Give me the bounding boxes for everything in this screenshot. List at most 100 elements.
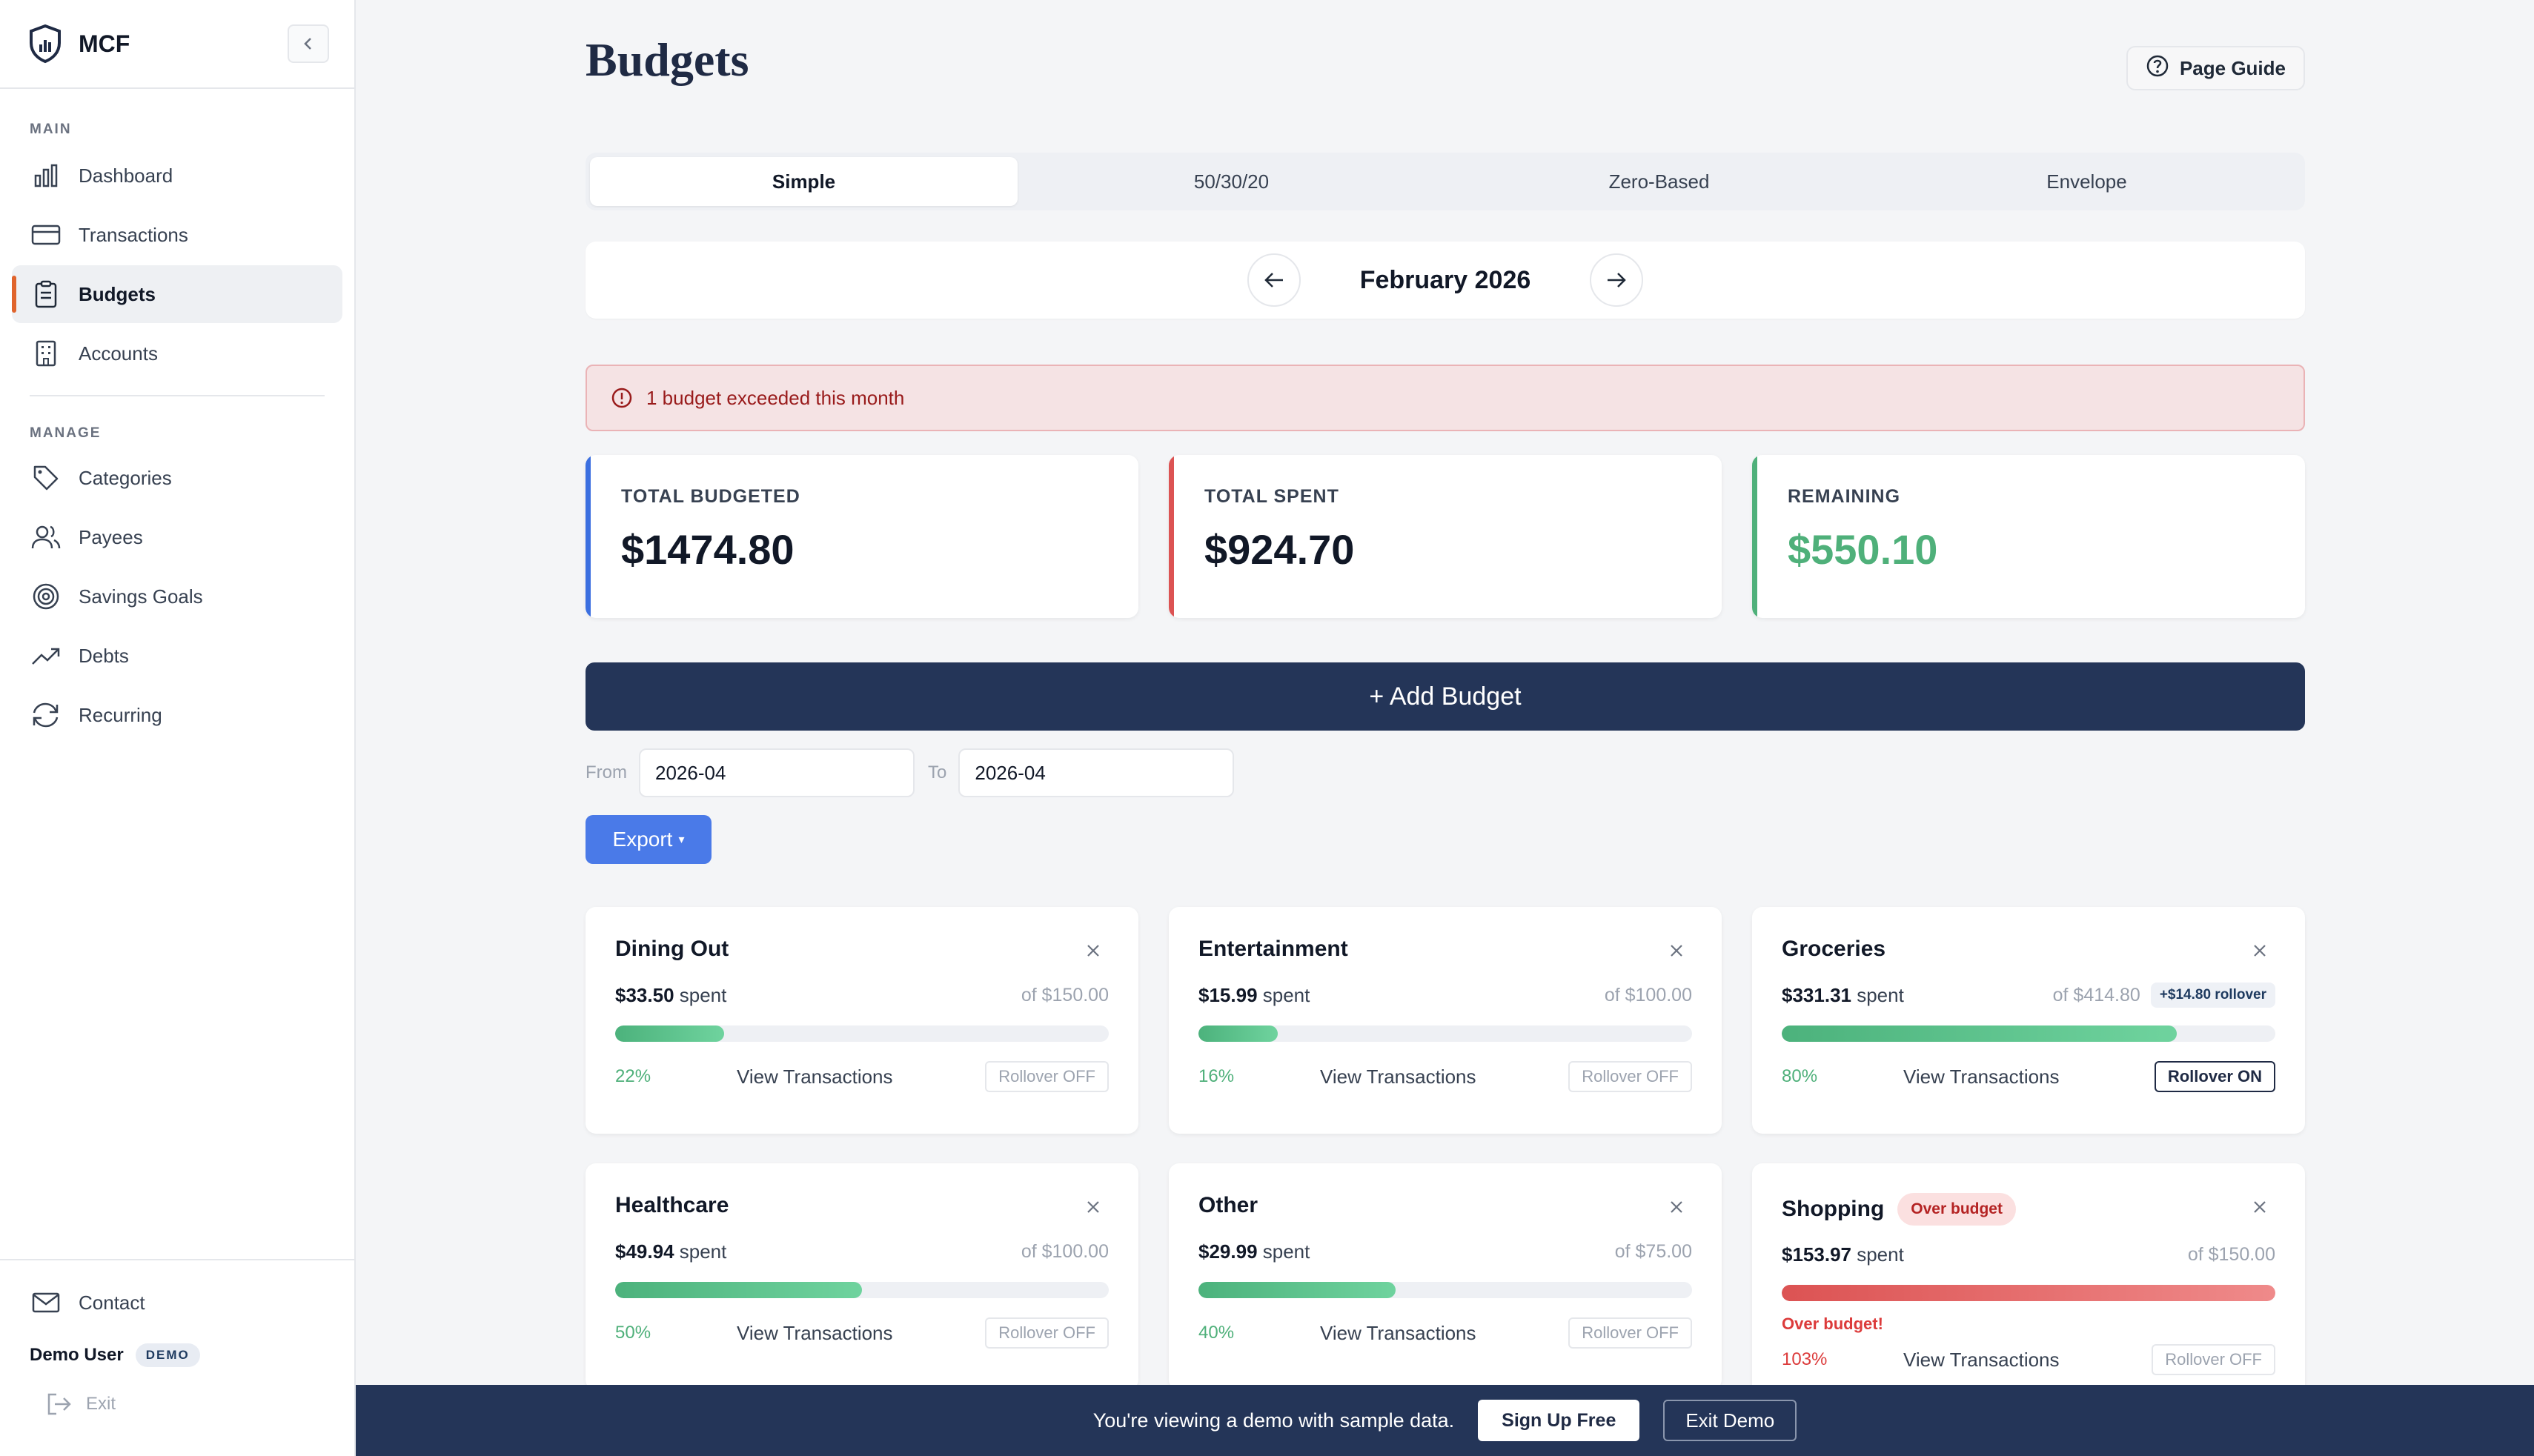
sidebar-item-categories[interactable]: Categories [12,449,342,507]
bar-chart-icon [30,159,62,192]
rollover-toggle[interactable]: Rollover OFF [1568,1061,1692,1092]
exit-demo-button[interactable]: Exit Demo [1663,1400,1797,1441]
sidebar: MCF MAIN Dashboard Transactions Budgets … [0,0,356,1456]
budget-card-groceries: Groceries $331.31 spent of $414.80 +$14.8… [1752,907,2305,1134]
close-icon [1087,945,1099,957]
budget-card-dining-out: Dining Out $33.50 spent of $150.00 22% V… [586,907,1138,1134]
to-month-input[interactable] [958,748,1235,797]
user-name: Demo User [30,1345,124,1365]
delete-budget-button[interactable] [2252,1199,2268,1219]
sidebar-item-transactions[interactable]: Transactions [12,206,342,264]
to-label: To [928,762,947,782]
view-transactions-link[interactable]: View Transactions [1903,1348,2060,1371]
sidebar-item-label: Savings Goals [79,585,203,608]
alert-circle-icon [611,388,632,408]
sidebar-item-label: Debts [79,644,129,667]
stat-total-spent: TOTAL SPENT $924.70 [1169,455,1722,618]
budget-limit: of $414.80 [2052,984,2140,1005]
rollover-amount-tag: +$14.80 rollover [2150,983,2275,1008]
month-navigator: February 2026 [586,242,2305,319]
export-button[interactable]: Export ▾ [586,815,712,864]
sidebar-item-label: Payees [79,525,143,548]
progress-fill [615,1025,724,1042]
from-month-input[interactable] [639,748,915,797]
building-icon [30,337,62,370]
stat-value: $1474.80 [621,526,795,573]
previous-month-button[interactable] [1247,253,1301,307]
page-title: Budgets [586,33,749,86]
progress-fill [1782,1025,2177,1042]
delete-budget-button[interactable] [1085,943,1101,963]
stat-value: $550.10 [1788,526,1938,573]
rollover-toggle[interactable]: Rollover OFF [2152,1344,2275,1375]
demo-badge: DEMO [135,1343,200,1367]
delete-budget-button[interactable] [1085,1199,1101,1219]
sidebar-item-savings-goals[interactable]: Savings Goals [12,568,342,625]
percent-used: 80% [1782,1066,1818,1086]
add-budget-button[interactable]: + Add Budget [586,662,2305,731]
sidebar-item-label: Categories [79,466,172,489]
sidebar-item-label: Budgets [79,282,156,305]
tab-envelope[interactable]: Envelope [2046,170,2127,193]
stat-label: TOTAL BUDGETED [621,486,800,507]
stat-label: TOTAL SPENT [1204,486,1339,507]
clipboard-icon [30,278,62,310]
target-icon [30,580,62,613]
delete-budget-button[interactable] [1668,1199,1685,1219]
over-budget-badge: Over budget [1897,1193,2016,1226]
percent-used: 16% [1198,1066,1235,1086]
view-transactions-link[interactable]: View Transactions [1320,1065,1476,1088]
budget-limit: of $75.00 [1614,1240,1692,1262]
view-transactions-link[interactable]: View Transactions [1320,1321,1476,1344]
tab-simple[interactable]: Simple [590,157,1018,206]
budget-name: Dining Out [615,937,729,961]
delete-budget-button[interactable] [2252,943,2268,963]
budget-limit: of $150.00 [2187,1243,2275,1265]
credit-card-icon [30,219,62,251]
page-guide-button[interactable]: Page Guide [2126,46,2305,90]
progress-fill [1782,1285,2275,1301]
spent-amount: $29.99 [1198,1240,1258,1263]
close-icon [1671,1201,1682,1213]
rollover-toggle[interactable]: Rollover OFF [1568,1317,1692,1349]
progress-bar [1782,1025,2275,1042]
view-transactions-link[interactable]: View Transactions [737,1065,893,1088]
sign-up-free-button[interactable]: Sign Up Free [1478,1400,1640,1441]
stat-label: REMAINING [1788,486,1901,507]
sidebar-item-accounts[interactable]: Accounts [12,325,342,382]
sidebar-item-budgets[interactable]: Budgets [12,265,342,323]
tag-icon [30,462,62,494]
section-manage-label: MANAGE [30,425,102,441]
collapse-sidebar-button[interactable] [288,24,329,63]
view-transactions-link[interactable]: View Transactions [737,1321,893,1344]
sidebar-divider [30,395,325,396]
tab-zero-based[interactable]: Zero-Based [1608,170,1710,193]
sidebar-item-recurring[interactable]: Recurring [12,686,342,744]
view-transactions-link[interactable]: View Transactions [1903,1065,2060,1088]
progress-bar [615,1025,1109,1042]
budget-name: Groceries [1782,937,1886,961]
stat-total-budgeted: TOTAL BUDGETED $1474.80 [586,455,1138,618]
tab-50-30-20[interactable]: 50/30/20 [1193,170,1270,193]
arrow-right-icon [1608,273,1627,287]
close-icon [2254,945,2266,957]
next-month-button[interactable] [1590,253,1644,307]
sidebar-item-label: Contact [79,1291,145,1314]
budget-card-healthcare: Healthcare $49.94 spent of $100.00 50% V… [586,1163,1138,1390]
delete-budget-button[interactable] [1668,943,1685,963]
rollover-toggle[interactable]: Rollover OFF [985,1061,1109,1092]
stat-remaining: REMAINING $550.10 [1752,455,2305,618]
logout-icon [47,1393,71,1415]
sidebar-item-dashboard[interactable]: Dashboard [12,147,342,205]
brand-header: MCF [0,0,354,89]
sidebar-item-debts[interactable]: Debts [12,627,342,685]
sidebar-item-contact[interactable]: Contact [12,1274,342,1332]
rollover-toggle[interactable]: Rollover OFF [985,1317,1109,1349]
exit-link[interactable]: Exit [46,1392,116,1416]
export-label: Export [612,828,673,851]
spent-amount: $331.31 [1782,983,1851,1006]
rollover-toggle[interactable]: Rollover ON [2154,1061,2275,1092]
budget-exceeded-alert: 1 budget exceeded this month [586,365,2305,431]
sidebar-item-payees[interactable]: Payees [12,508,342,566]
spent-suffix: spent [679,983,727,1006]
